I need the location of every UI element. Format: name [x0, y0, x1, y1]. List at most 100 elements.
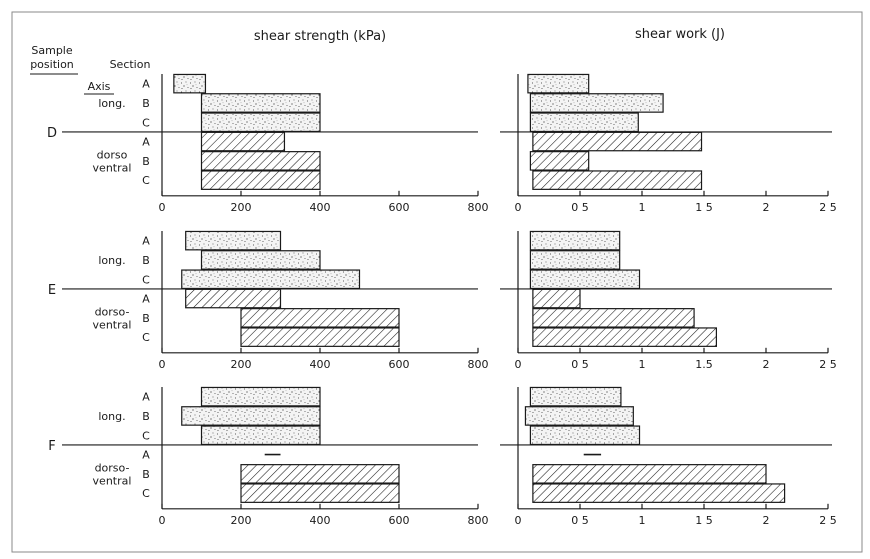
section-label: A	[142, 293, 150, 306]
section-label: A	[142, 449, 150, 462]
bar	[181, 269, 361, 290]
shear-strength-title: shear strength (kPa)	[254, 29, 386, 44]
section-label: B	[142, 254, 150, 267]
sample-label: Sample	[31, 44, 72, 57]
x-tick-label: 1.5	[695, 358, 713, 371]
x-tick-label: 1 5	[695, 201, 713, 214]
bar	[529, 386, 622, 407]
bar	[240, 483, 400, 503]
position-label-f: F	[48, 439, 55, 454]
x-tick-label: 0 5	[571, 358, 589, 371]
x-tick-label: 2 5	[819, 358, 837, 371]
bar	[529, 269, 641, 290]
shear-work-title: shear work (J)	[635, 27, 725, 42]
section-label: C	[142, 174, 150, 187]
bar	[529, 151, 590, 171]
bar	[185, 230, 282, 251]
x-tick-label: 400	[310, 514, 331, 527]
x-tick-label: 2 5	[819, 514, 837, 527]
x-tick-label: 2	[763, 201, 770, 214]
bar	[532, 483, 786, 503]
x-tick-label: 0 5	[571, 201, 589, 214]
position-label-d: D	[47, 126, 57, 141]
bar	[529, 425, 641, 446]
section-label: C	[142, 116, 150, 129]
x-tick-label: 600	[389, 358, 410, 371]
bar	[532, 308, 695, 328]
figure-frame	[11, 11, 863, 553]
axis-header: Axis	[88, 80, 111, 93]
axis-label: long.	[98, 410, 125, 423]
section-label: C	[142, 331, 150, 344]
section-label: B	[142, 97, 150, 110]
section-label: A	[142, 235, 150, 248]
x-tick-label: 0	[515, 358, 522, 371]
section-label: C	[142, 487, 150, 500]
x-tick-label: 0	[159, 358, 166, 371]
axis-label: ventral	[93, 318, 132, 331]
x-tick-label: 400	[310, 358, 331, 371]
bar	[200, 386, 321, 407]
x-tick-label: 600	[389, 514, 410, 527]
position-label-e: E	[48, 283, 56, 298]
bar	[529, 93, 664, 113]
x-tick-label: 0	[159, 201, 166, 214]
bar	[524, 406, 634, 426]
section-label: B	[142, 468, 150, 481]
x-tick-label: 200	[231, 201, 252, 214]
bar	[240, 464, 400, 484]
section-label: A	[142, 391, 150, 404]
axis-label: ventral	[93, 161, 132, 174]
x-tick-label: 0 5	[571, 514, 589, 527]
x-tick-label: 600	[389, 201, 410, 214]
axis-label: dorso-	[95, 461, 130, 474]
x-tick-label: 400	[310, 201, 331, 214]
section-label: C	[142, 273, 150, 286]
bar	[200, 250, 321, 270]
section-label: B	[142, 410, 150, 423]
bar	[185, 288, 282, 309]
x-tick-label: 800	[468, 514, 489, 527]
bar	[532, 131, 703, 152]
bar	[529, 230, 621, 251]
x-tick-label: 0	[159, 514, 166, 527]
x-tick-label: 1	[639, 201, 646, 214]
x-tick-label: 200	[231, 358, 252, 371]
bar	[200, 93, 321, 113]
bar	[527, 73, 590, 94]
bar	[529, 112, 639, 133]
bar	[532, 327, 718, 347]
x-tick-label: 0	[515, 201, 522, 214]
x-tick-label: 0	[515, 514, 522, 527]
x-tick-label: 1 5	[695, 514, 713, 527]
axis-label: dorso	[97, 148, 128, 161]
section-label: B	[142, 312, 150, 325]
x-tick-label: 2	[763, 514, 770, 527]
x-tick-label: 200	[231, 514, 252, 527]
axis-label: long.	[98, 97, 125, 110]
section-header: Section	[110, 58, 151, 71]
section-label: B	[142, 155, 150, 168]
axis-label: dorso-	[95, 305, 130, 318]
x-tick-label: 1	[639, 514, 646, 527]
bar	[529, 250, 621, 270]
bar	[200, 170, 321, 190]
x-tick-label: 1	[639, 358, 646, 371]
x-tick-label: 800	[468, 358, 489, 371]
x-tick-label: 2 5	[819, 201, 837, 214]
position-label: position	[30, 58, 74, 71]
bar	[532, 288, 581, 309]
axis-label: ventral	[93, 474, 132, 487]
bar	[200, 131, 286, 152]
bar	[200, 425, 321, 446]
bar	[532, 464, 767, 484]
axis-label: long.	[98, 254, 125, 267]
bar	[532, 170, 703, 190]
bar	[181, 406, 321, 426]
bar	[200, 151, 321, 171]
